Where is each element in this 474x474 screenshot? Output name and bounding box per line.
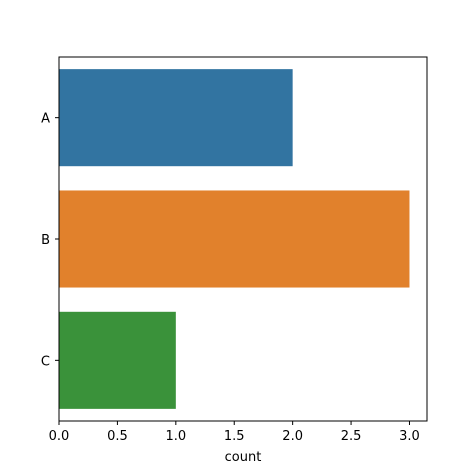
y-tick-label: B [41, 233, 50, 248]
bar-B [59, 190, 410, 288]
y-tick-label: A [41, 112, 50, 127]
x-tick-label: 0.0 [49, 429, 70, 444]
x-tick-label: 2.0 [282, 429, 303, 444]
x-tick-label: 1.5 [224, 429, 245, 444]
axes-frame [58, 56, 428, 422]
x-axis-label: count [225, 450, 262, 465]
bar-A [59, 69, 293, 167]
bar-C [59, 311, 176, 409]
x-tick-label: 0.5 [107, 429, 128, 444]
x-tick-label: 2.5 [341, 429, 362, 444]
x-tick-label: 3.0 [399, 429, 420, 444]
x-axis: 0.0 0.5 1.0 1.5 2.0 2.5 3.0 [49, 421, 420, 444]
x-tick-label: 1.0 [165, 429, 186, 444]
bars-group [59, 69, 410, 409]
y-tick-label: C [41, 354, 50, 369]
y-axis: A B C [41, 112, 59, 369]
